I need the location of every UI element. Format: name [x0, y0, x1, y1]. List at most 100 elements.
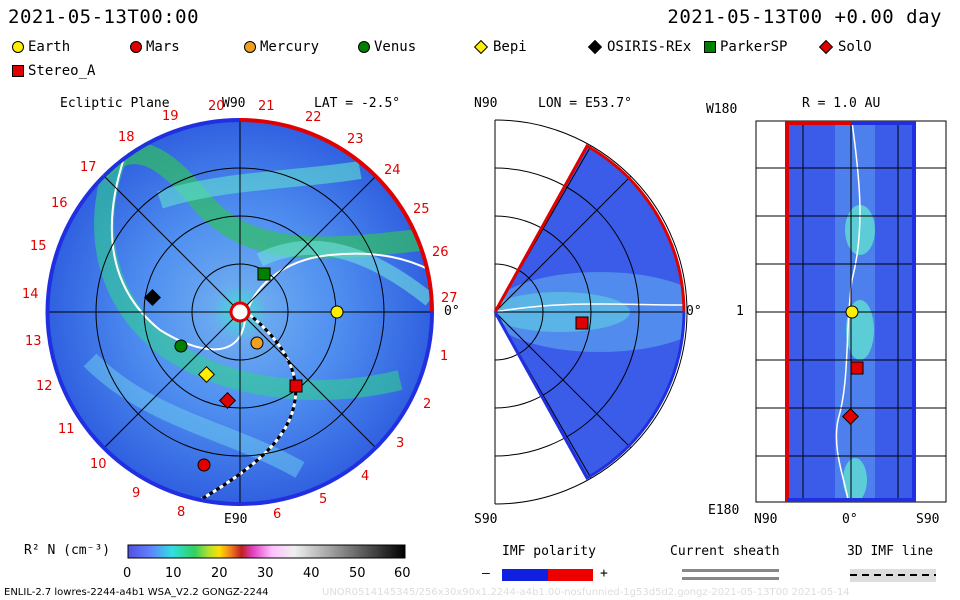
carrington-label: 20	[208, 99, 225, 114]
carrington-label: 4	[361, 469, 369, 484]
left-timestamp: 2021-05-13T00:00	[8, 6, 200, 28]
stereo-a-marker-radial	[850, 361, 864, 375]
sun-icon	[229, 301, 251, 323]
venus-marker	[174, 339, 188, 353]
carrington-label: 10	[90, 457, 107, 472]
carrington-label: 23	[347, 132, 364, 147]
carrington-label: 9	[132, 486, 140, 501]
carrington-label: 22	[305, 110, 322, 125]
parkersp-marker-icon	[704, 41, 716, 53]
radial-xtick-n90: N90	[754, 512, 778, 527]
colorbar-tick: 0	[123, 566, 131, 581]
colorbar-ticks: 0 10 20 30 40 50 60	[123, 566, 411, 581]
solo-marker-radial	[842, 408, 859, 425]
carrington-label: 13	[25, 334, 42, 349]
stereo-a-marker-meridional	[575, 316, 589, 330]
ecliptic-top-label: W90	[222, 96, 246, 111]
meridional-zero-label: 0°	[686, 304, 702, 319]
carrington-label: 15	[30, 239, 47, 254]
colorbar-tick: 40	[303, 566, 320, 581]
earth-marker	[330, 305, 344, 319]
radial-xtick-0: 0°	[842, 512, 858, 527]
carrington-labels: 1 2 3 4 5 6 8 9 10 11 12 13 14 15 16 17 …	[22, 99, 458, 522]
solo-marker	[219, 392, 236, 409]
density-arm	[157, 161, 362, 209]
meridional-top-label: N90	[474, 96, 498, 111]
colorbar-tick: 60	[394, 566, 411, 581]
imf-minus-label: –	[482, 566, 490, 581]
colorbar-tick: 30	[257, 566, 274, 581]
ecliptic-lat: LAT = -2.5°	[314, 96, 401, 111]
stereo-a-marker-icon	[12, 65, 24, 77]
carrington-label: 17	[80, 160, 97, 175]
osiris-rex-marker	[144, 289, 161, 306]
colorbar	[127, 544, 406, 559]
legend-venus: Venus	[358, 39, 416, 55]
carrington-label: 27	[441, 291, 458, 306]
imf-polarity-title: IMF polarity	[502, 544, 596, 559]
radial-mid-left: 1	[736, 304, 744, 319]
legend-bepi: Bepi	[473, 39, 527, 55]
colorbar-label: R² N (cm⁻³)	[24, 543, 111, 558]
imf-line	[199, 313, 298, 502]
legend-mercury: Mercury	[244, 39, 319, 55]
colorbar-tick: 50	[349, 566, 366, 581]
carrington-label: 25	[413, 202, 430, 217]
current-sheath-line	[110, 154, 431, 351]
legend-mars: Mars	[130, 39, 180, 55]
carrington-label: 19	[162, 109, 179, 124]
legend-osiris-rex: OSIRIS-REx	[587, 39, 691, 55]
carrington-label: 21	[258, 99, 275, 114]
imf-line-title: 3D IMF line	[847, 544, 934, 559]
meridional-lon: LON = E53.7°	[538, 96, 632, 111]
parkersp-marker	[257, 267, 271, 281]
legend-solo: SolO	[818, 39, 872, 55]
carrington-label: 18	[118, 130, 135, 145]
stereo-a-marker	[289, 379, 303, 393]
mercury-marker	[250, 336, 264, 350]
radial-panel	[755, 120, 947, 503]
ecliptic-panel	[45, 117, 434, 507]
colorbar-tick: 20	[211, 566, 228, 581]
carrington-label: 1	[440, 349, 448, 364]
imf-minus-swatch	[502, 569, 548, 581]
carrington-label: 11	[58, 422, 75, 437]
imf-plus-swatch	[548, 569, 593, 581]
carrington-label: 5	[319, 492, 327, 507]
legend-stereo-a: Stereo_A	[12, 63, 95, 79]
carrington-label: 24	[384, 163, 401, 178]
meridional-sheath-line	[495, 303, 684, 313]
mars-marker-icon	[130, 41, 142, 53]
meridional-panel	[493, 119, 688, 505]
legend-earth: Earth	[12, 39, 70, 55]
current-sheath-title: Current sheath	[670, 544, 780, 559]
carrington-label: 16	[51, 196, 68, 211]
venus-marker-icon	[358, 41, 370, 53]
mercury-marker-icon	[244, 41, 256, 53]
carrington-label: 8	[177, 505, 185, 520]
footer-run-id: UNOR0514145345/256x30x90x1.2244-a4b1.00-…	[322, 587, 850, 598]
imf-plus-label: +	[600, 566, 608, 581]
ecliptic-bottom-label: E90	[224, 512, 248, 527]
meridional-bottom-label: S90	[474, 512, 498, 527]
earth-marker-icon	[12, 41, 24, 53]
earth-marker-radial	[845, 305, 859, 319]
density-arm	[94, 146, 403, 400]
carrington-label: 26	[432, 245, 449, 260]
legend-parkersp: ParkerSP	[704, 39, 787, 55]
carrington-label: 6	[273, 507, 281, 522]
radial-sheath-line	[835, 121, 861, 501]
carrington-label: 12	[36, 379, 53, 394]
mars-marker	[197, 458, 211, 472]
current-sheath-swatch	[682, 569, 779, 572]
ecliptic-title: Ecliptic Plane	[60, 96, 170, 111]
ecliptic-zero-label: 0°	[444, 304, 460, 319]
right-timestamp: 2021-05-13T00 +0.00 day	[667, 6, 942, 28]
footer-model-info: ENLIL-2.7 lowres-2244-a4b1 WSA_V2.2 GONG…	[4, 587, 269, 598]
carrington-label: 3	[396, 436, 404, 451]
radial-top-left: W180	[706, 102, 738, 117]
carrington-label: 2	[423, 397, 431, 412]
radial-title: R = 1.0 AU	[802, 96, 881, 111]
colorbar-tick: 10	[165, 566, 182, 581]
